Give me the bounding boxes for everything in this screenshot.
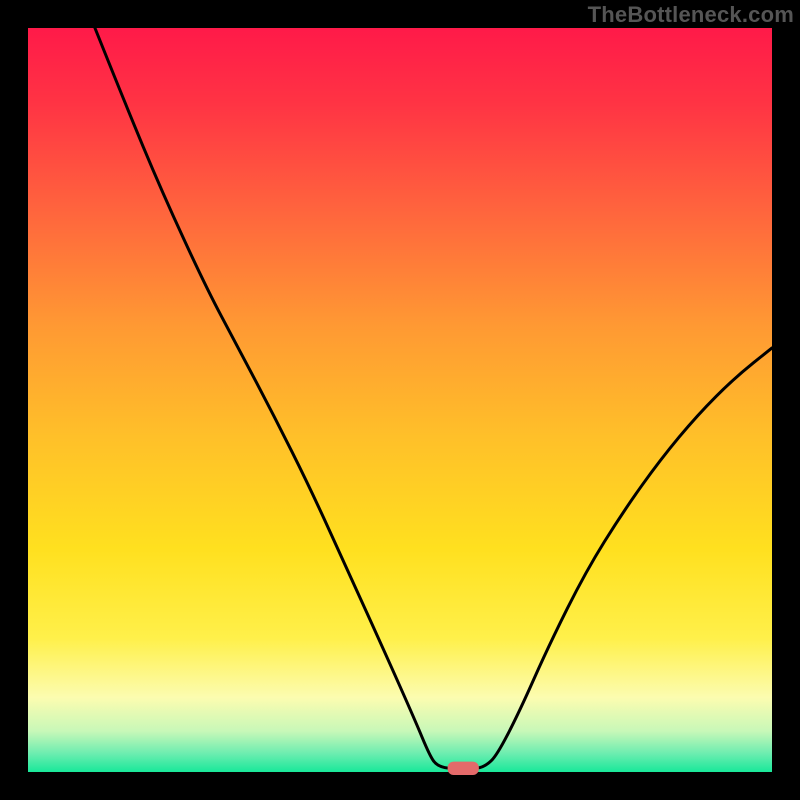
bottleneck-chart	[0, 0, 800, 800]
optimal-marker	[448, 762, 479, 775]
chart-frame: TheBottleneck.com	[0, 0, 800, 800]
watermark-text: TheBottleneck.com	[588, 2, 794, 28]
